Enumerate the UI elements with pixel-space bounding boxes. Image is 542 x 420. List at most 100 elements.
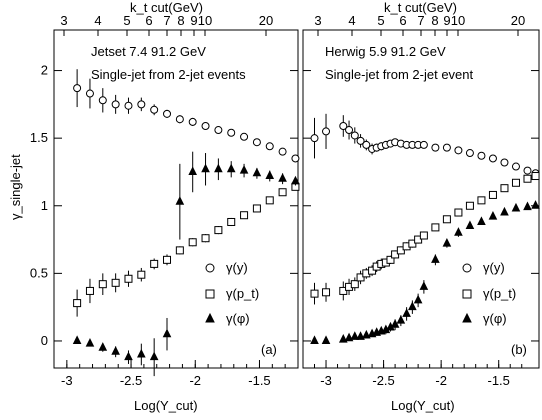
x-tick-label: -1.5 — [248, 373, 270, 388]
data-point — [227, 128, 236, 137]
legend-label: γ(φ) — [483, 311, 507, 326]
data-point — [175, 196, 185, 205]
data-point — [477, 216, 486, 225]
legend-marker — [205, 289, 215, 299]
data-point — [345, 126, 354, 135]
data-point — [137, 100, 146, 109]
panel-a-title: Jetset 7.4 91.2 GeV — [91, 44, 206, 59]
legend-label: γ(y) — [483, 260, 505, 275]
data-point — [356, 273, 365, 282]
panel-b-marks: -3 -2.5 -2 -1.5 3 4 5 6 7 8 9 10 20 γ(y) γ(p_t) γ(φ) — [303, 13, 540, 388]
top-tick-label: 20 — [259, 13, 273, 28]
data-point — [291, 154, 300, 163]
data-point — [413, 294, 423, 304]
data-point — [73, 299, 82, 308]
data-point — [350, 331, 360, 340]
data-point — [188, 117, 197, 126]
data-point — [278, 188, 287, 197]
top-tick-label: 4 — [348, 13, 355, 28]
data-point — [454, 146, 463, 155]
data-point — [201, 234, 210, 243]
data-point — [322, 127, 331, 136]
data-point — [390, 319, 400, 328]
data-point — [442, 215, 451, 224]
y-tick-label: 1.5 — [30, 130, 48, 145]
data-point — [523, 174, 532, 183]
data-point — [310, 289, 319, 298]
top-tick-label: 5 — [123, 13, 130, 28]
data-point — [124, 351, 133, 361]
data-point — [137, 270, 146, 279]
data-point — [252, 204, 261, 213]
data-point — [201, 121, 210, 130]
panel-b-top-xlabel: k_t cut(GeV) — [384, 0, 457, 15]
data-point — [500, 158, 509, 167]
data-point — [344, 332, 354, 342]
data-point — [163, 109, 172, 118]
data-point — [240, 211, 249, 220]
panel-a-label: (a) — [261, 342, 277, 357]
data-point — [85, 286, 94, 295]
data-point — [150, 105, 159, 114]
top-tick-label: 9 — [190, 13, 197, 28]
data-point — [465, 201, 474, 210]
data-point — [310, 335, 319, 344]
legend-marker — [462, 312, 472, 323]
top-tick-label: 8 — [431, 13, 438, 28]
x-tick-label: -3 — [61, 373, 73, 388]
top-tick-label: 3 — [60, 13, 67, 28]
data-point — [511, 202, 521, 212]
data-point — [396, 315, 406, 324]
data-point — [291, 175, 300, 185]
panel-b-title: Herwig 5.9 91.2 GeV — [325, 44, 446, 59]
panel-b: k_t cut(GeV) Herwig 5.9 91.2 GeV Single-… — [302, 0, 540, 413]
x-tick-label: -2.5 — [120, 373, 142, 388]
data-point — [419, 281, 429, 290]
data-point — [488, 154, 497, 163]
data-point — [98, 280, 107, 289]
data-point — [368, 266, 377, 275]
data-point — [175, 246, 184, 255]
data-point — [278, 173, 287, 182]
data-point — [419, 231, 428, 240]
data-point — [442, 143, 451, 152]
data-point — [431, 223, 440, 232]
data-point — [227, 217, 236, 226]
y-tick-label: 0.5 — [30, 265, 48, 280]
legend-label: γ(y) — [226, 260, 248, 275]
data-point — [226, 163, 236, 173]
panel-a-frame — [53, 29, 299, 369]
data-point — [321, 335, 331, 344]
data-point — [362, 140, 371, 149]
data-point — [523, 166, 532, 175]
data-point — [72, 335, 82, 344]
legend-marker — [205, 312, 215, 323]
data-point — [265, 196, 274, 205]
data-point — [310, 134, 319, 143]
legend-label: γ(p_t) — [226, 286, 259, 301]
data-point — [214, 126, 223, 135]
data-point — [188, 166, 198, 175]
data-point — [322, 288, 331, 297]
data-point — [408, 239, 417, 248]
data-point — [511, 162, 520, 171]
data-point — [523, 201, 532, 211]
legend-label: γ(p_t) — [483, 286, 516, 301]
data-point — [339, 121, 348, 130]
data-point — [201, 163, 210, 173]
data-point — [162, 328, 172, 338]
data-point — [356, 136, 365, 145]
data-point — [531, 172, 540, 181]
data-point — [149, 351, 159, 361]
legend-marker — [462, 263, 472, 273]
top-tick-label: 6 — [399, 13, 406, 28]
data-point — [414, 235, 423, 244]
data-point — [500, 184, 509, 193]
data-point — [454, 208, 463, 217]
data-point — [431, 143, 440, 152]
x-tick-label: -1.5 — [488, 373, 510, 388]
y-tick-label: 0 — [41, 333, 48, 348]
data-point — [477, 151, 486, 160]
data-point — [511, 178, 520, 187]
data-point — [402, 308, 411, 317]
